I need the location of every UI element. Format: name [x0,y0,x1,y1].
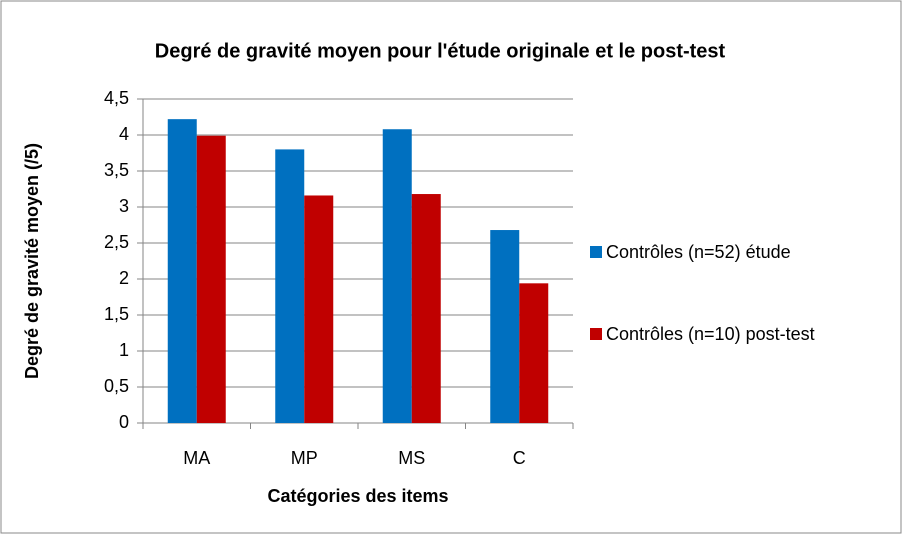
chart-title: Degré de gravité moyen pour l'étude orig… [155,40,726,62]
y-tick-label: 1 [119,340,129,360]
bar [490,230,520,423]
bar [196,135,226,423]
bar [275,149,305,423]
y-tick-label: 2 [119,268,129,288]
y-axis-title: Degré de gravité moyen (/5) [22,143,42,379]
y-tick-label: 3 [119,196,129,216]
x-tick-label: C [513,448,526,468]
bar [411,194,441,423]
y-tick-label: 4 [119,124,129,144]
y-tick-label: 1,5 [104,304,129,324]
bar [519,283,549,423]
y-tick-label: 4,5 [104,88,129,108]
bar [382,129,412,424]
legend-entry: Contrôles (n=10) post-test [606,324,815,344]
y-tick-label: 2,5 [104,232,129,252]
legend-label: Contrôles (n=10) post-test [606,324,815,344]
x-axis-title: Catégories des items [267,486,448,506]
legend-entry: Contrôles (n=52) étude [606,242,791,262]
legend-swatch [590,328,602,340]
bar [304,195,334,423]
y-tick-label: 0 [119,412,129,432]
bar [167,119,197,423]
y-tick-label: 3,5 [104,160,129,180]
y-tick-label: 0,5 [104,376,129,396]
x-tick-label: MA [183,448,210,468]
legend-swatch [590,246,602,258]
x-tick-label: MS [398,448,425,468]
legend-label: Contrôles (n=52) étude [606,242,791,262]
x-tick-label: MP [291,448,318,468]
